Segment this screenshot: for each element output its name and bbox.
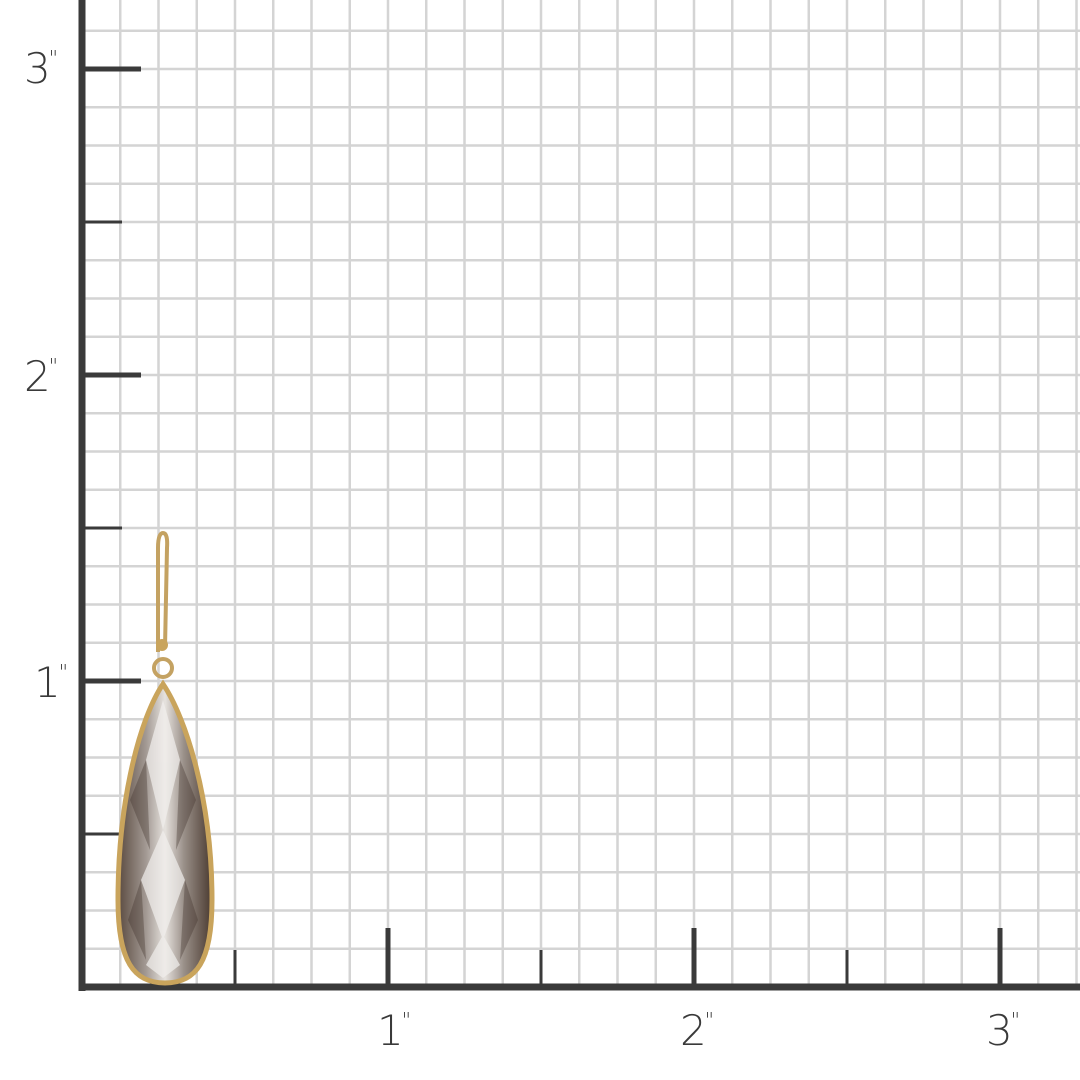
jump-ring	[152, 657, 174, 679]
x-label-3in: 3"	[986, 1006, 1020, 1055]
grid-lines	[82, 0, 1080, 987]
y-label-1in: 1"	[34, 658, 68, 707]
earring-image	[115, 530, 215, 986]
ruler-axes	[78, 0, 1080, 991]
y-label-2in: 2"	[24, 352, 58, 401]
x-label-2in: 2"	[680, 1006, 714, 1055]
x-label-1in: 1"	[377, 1006, 411, 1055]
ear-hook	[156, 530, 170, 652]
bead	[156, 639, 168, 651]
stone-bezel	[115, 679, 215, 986]
y-label-3in: 3"	[24, 44, 58, 93]
